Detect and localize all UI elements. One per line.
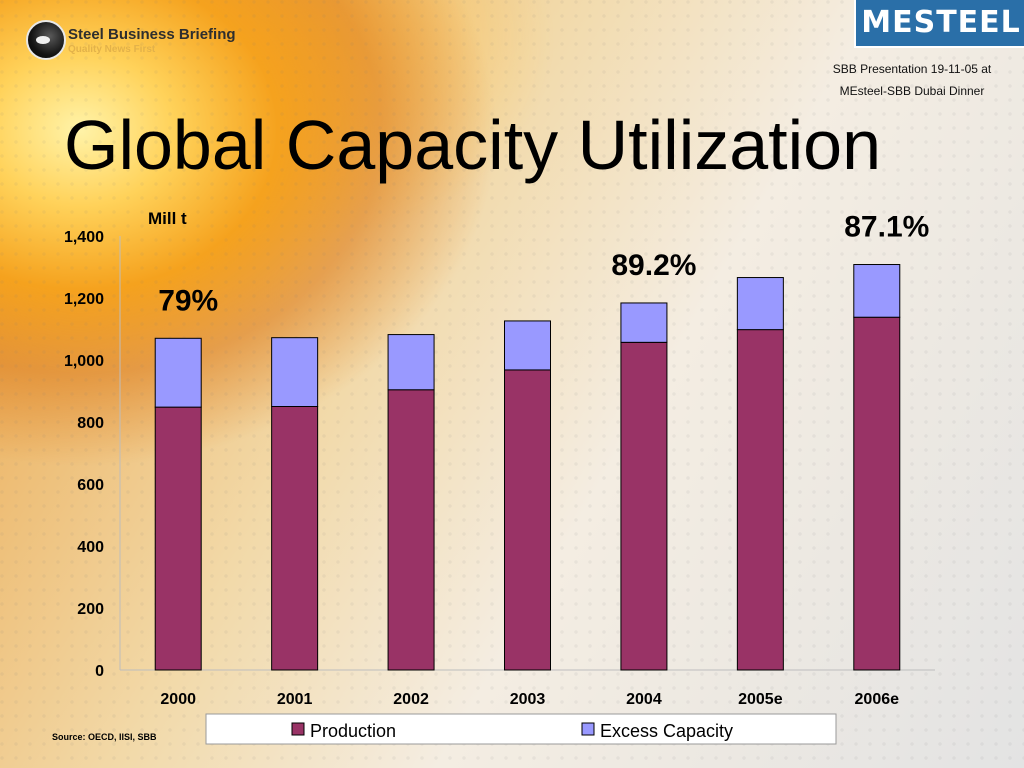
production-bar xyxy=(620,341,668,671)
slide-title: Global Capacity Utilization xyxy=(64,106,882,184)
excess-capacity-bar xyxy=(387,334,435,391)
production-bar xyxy=(154,406,202,671)
presentation-note-line2: MEsteel-SBB Dubai Dinner xyxy=(839,84,985,98)
excess-capacity-bar xyxy=(620,302,668,343)
mesteel-logo: MESTEEL xyxy=(854,0,1024,48)
y-tick-label: 800 xyxy=(77,415,104,432)
x-tick-label: 2003 xyxy=(510,691,546,708)
x-tick-label: 2001 xyxy=(277,691,313,708)
y-tick-label: 200 xyxy=(77,601,104,618)
y-tick-label: 400 xyxy=(77,539,104,556)
production-bar xyxy=(387,389,435,671)
x-tick-label: 2004 xyxy=(626,691,662,708)
x-tick-label: 2005e xyxy=(738,691,783,708)
production-bar xyxy=(271,406,319,671)
y-tick-label: 1,400 xyxy=(64,229,104,246)
utilization-label: 79% xyxy=(158,284,218,317)
legend-label: Production xyxy=(310,721,396,741)
excess-capacity-bar xyxy=(853,264,901,318)
utilization-label: 89.2% xyxy=(611,249,696,282)
legend-box xyxy=(205,713,837,745)
y-tick-label: 1,200 xyxy=(64,291,104,308)
production-bar xyxy=(736,329,784,671)
legend-swatch-production xyxy=(291,722,305,736)
utilization-label: 87.1% xyxy=(844,211,929,244)
excess-capacity-bar xyxy=(154,337,202,408)
presentation-note: SBB Presentation 19-11-05 at MEsteel-SBB… xyxy=(812,58,1012,102)
legend-swatch-excess-capacity xyxy=(581,722,595,736)
sbb-brand-name: Steel Business Briefing xyxy=(68,26,236,43)
sbb-brand-tagline: Quality News First xyxy=(68,44,156,55)
sbb-logo: Steel Business Briefing Quality News Fir… xyxy=(26,18,236,64)
y-tick-label: 0 xyxy=(95,663,104,680)
excess-capacity-bar xyxy=(504,320,551,371)
y-axis-unit-label: Mill t xyxy=(148,209,187,228)
source-note: Source: OECD, IISI, SBB xyxy=(52,732,157,742)
sbb-logo-icon xyxy=(26,20,66,60)
production-bar xyxy=(853,316,901,671)
x-tick-label: 2006e xyxy=(855,691,900,708)
presentation-note-line1: SBB Presentation 19-11-05 at xyxy=(832,62,992,76)
y-tick-label: 600 xyxy=(77,477,104,494)
production-bar xyxy=(504,369,551,671)
x-tick-label: 2002 xyxy=(393,691,429,708)
x-tick-label: 2000 xyxy=(160,691,196,708)
excess-capacity-bar xyxy=(736,277,784,331)
legend-label: Excess Capacity xyxy=(600,721,733,741)
excess-capacity-bar xyxy=(271,337,319,407)
y-tick-label: 1,000 xyxy=(64,353,104,370)
